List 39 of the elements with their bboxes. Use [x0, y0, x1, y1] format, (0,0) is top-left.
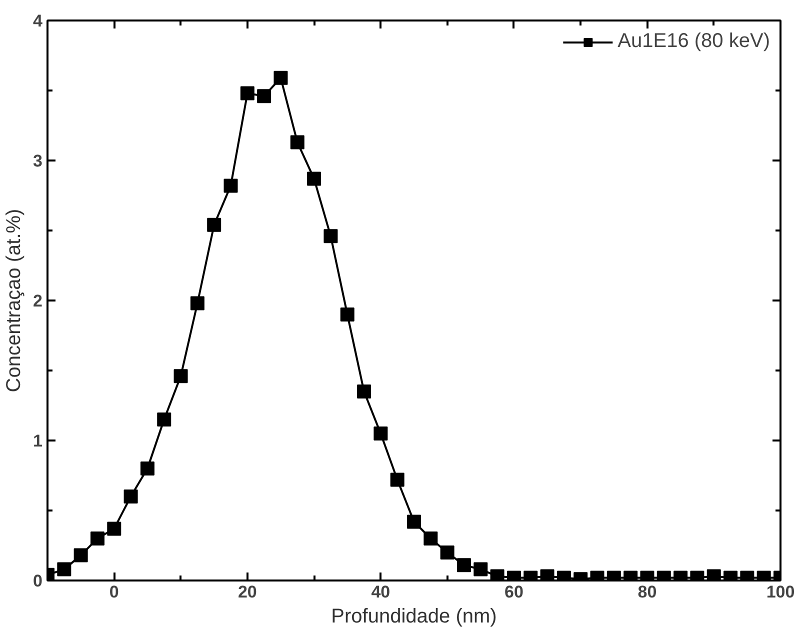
point [174, 369, 188, 384]
point [456, 558, 471, 572]
point [140, 462, 154, 476]
point [190, 296, 204, 310]
point [257, 89, 272, 104]
point [374, 426, 388, 440]
y-axis-title: Concentraçao (at.%) [3, 208, 26, 392]
y-tick-label: 3 [33, 152, 43, 170]
x-tick-label: 20 [238, 582, 257, 602]
legend-label: Au1E16 (80 keV) [618, 30, 770, 53]
point [357, 384, 372, 398]
point [90, 532, 104, 546]
point [224, 178, 238, 193]
point [240, 86, 254, 100]
point [424, 532, 438, 546]
point [440, 546, 454, 560]
x-tick-label: 80 [638, 582, 657, 602]
y-tick-label: 1 [33, 432, 43, 450]
y-tick-label: 4 [33, 12, 44, 30]
x-tick-label: 60 [504, 582, 524, 602]
x-axis-title: Profundidade (nm) [331, 606, 497, 628]
point [124, 490, 138, 504]
x-tick-label: 0 [109, 582, 119, 602]
point [207, 218, 222, 232]
point [324, 229, 338, 244]
y-tick-label: 2 [33, 292, 43, 310]
point [407, 514, 421, 529]
point [307, 172, 322, 186]
x-tick-label: 100 [766, 582, 795, 602]
point [107, 522, 122, 536]
point [390, 472, 404, 487]
point [474, 562, 488, 576]
point [157, 412, 172, 426]
point [274, 70, 288, 85]
x-tick-label: 40 [371, 582, 390, 602]
point [290, 135, 304, 150]
point [57, 562, 72, 576]
point [74, 548, 88, 562]
point [340, 308, 354, 322]
